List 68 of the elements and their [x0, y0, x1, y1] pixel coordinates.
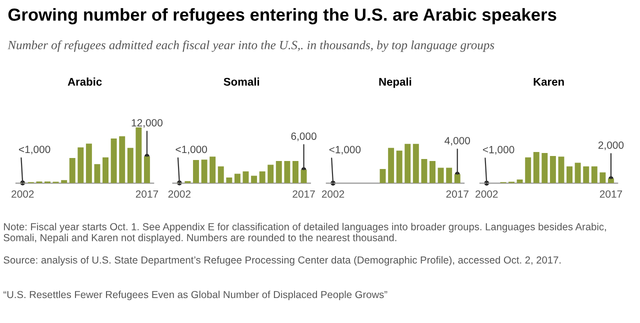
bar: [574, 162, 581, 184]
bar: [388, 148, 394, 184]
x-tick-label: 2017: [136, 190, 158, 198]
bar: [533, 152, 540, 184]
bar: [226, 177, 232, 184]
bar: [210, 156, 216, 184]
bar: [412, 144, 419, 184]
bar: [591, 166, 598, 184]
bar: [94, 164, 100, 184]
data-label: 12,000: [132, 119, 162, 128]
bar: [583, 166, 590, 184]
bar: [86, 144, 92, 184]
bar: [430, 161, 436, 184]
chart-title: Arabic: [68, 78, 102, 86]
text: Growing number of refugees entering the U.S. are Arabic speakers: [8, 8, 556, 24]
bar: [421, 159, 428, 184]
bar: [61, 180, 68, 184]
bar: [525, 157, 532, 184]
bar: [380, 169, 386, 184]
bar: [542, 152, 548, 184]
bar: [136, 127, 142, 184]
data-label: <1,000: [329, 146, 361, 155]
x-tick-label: 2002: [12, 190, 34, 198]
x-tick-label: 2002: [168, 190, 190, 198]
bar: [268, 164, 274, 184]
bar: [516, 179, 523, 184]
data-label: 4,000: [444, 136, 470, 146]
bar: [234, 174, 240, 184]
bar: [110, 138, 117, 184]
bar: [550, 156, 556, 184]
bar: [251, 176, 258, 184]
bar: [404, 144, 411, 184]
bar: [284, 161, 290, 184]
text: “U.S. Resettles Fewer Refugees Even as Global Number of Displaced People Grows”: [4, 290, 388, 300]
bar: [119, 136, 126, 184]
x-tick-label: 2002: [476, 190, 498, 198]
source-note: Source: analysis of U.S. State Department’s Refugee Processing Center data (Demographic Profile), accessed Oct. 2, 2017.: [4, 256, 561, 266]
data-label: <1,000: [482, 146, 514, 155]
data-label: <1,000: [176, 146, 208, 154]
bar: [396, 150, 402, 184]
bar: [566, 166, 573, 184]
bar: [201, 160, 208, 184]
bar: [446, 168, 452, 184]
data-label: 2,000: [598, 141, 624, 150]
chart-title: Karen: [534, 78, 564, 86]
bar: [102, 157, 109, 184]
bar: [193, 160, 199, 184]
bar: [438, 168, 444, 184]
bar: [78, 147, 84, 184]
bar: [292, 161, 298, 184]
bar: [276, 161, 282, 184]
bar: [218, 166, 224, 184]
bar: [69, 158, 76, 184]
text: Number of refugees admitted each fiscal year into the U.S,. in thousands, by top language groups: [8, 40, 494, 52]
chart-title: Nepali: [379, 78, 412, 88]
chart-title: Somali: [224, 78, 260, 86]
x-tick-label: 2017: [446, 190, 468, 198]
text: Note: Fiscal year starts Oct. 1. See Appendix E for classification of detailed languages into broader groups. Languages besides Arabic, Somali, Nepali and Karen not displayed. Numbers are rounded to the nearest thousand.: [4, 222, 606, 244]
bar: [127, 148, 134, 184]
bar: [600, 172, 606, 184]
x-tick-label: 2002: [322, 190, 344, 198]
data-label: 6,000: [291, 132, 316, 142]
bar: [259, 171, 266, 184]
x-tick-label: 2017: [292, 190, 315, 198]
bar: [558, 156, 564, 184]
bar: [242, 171, 249, 184]
data-label: <1,000: [18, 146, 50, 154]
x-tick-label: 2017: [600, 190, 622, 198]
